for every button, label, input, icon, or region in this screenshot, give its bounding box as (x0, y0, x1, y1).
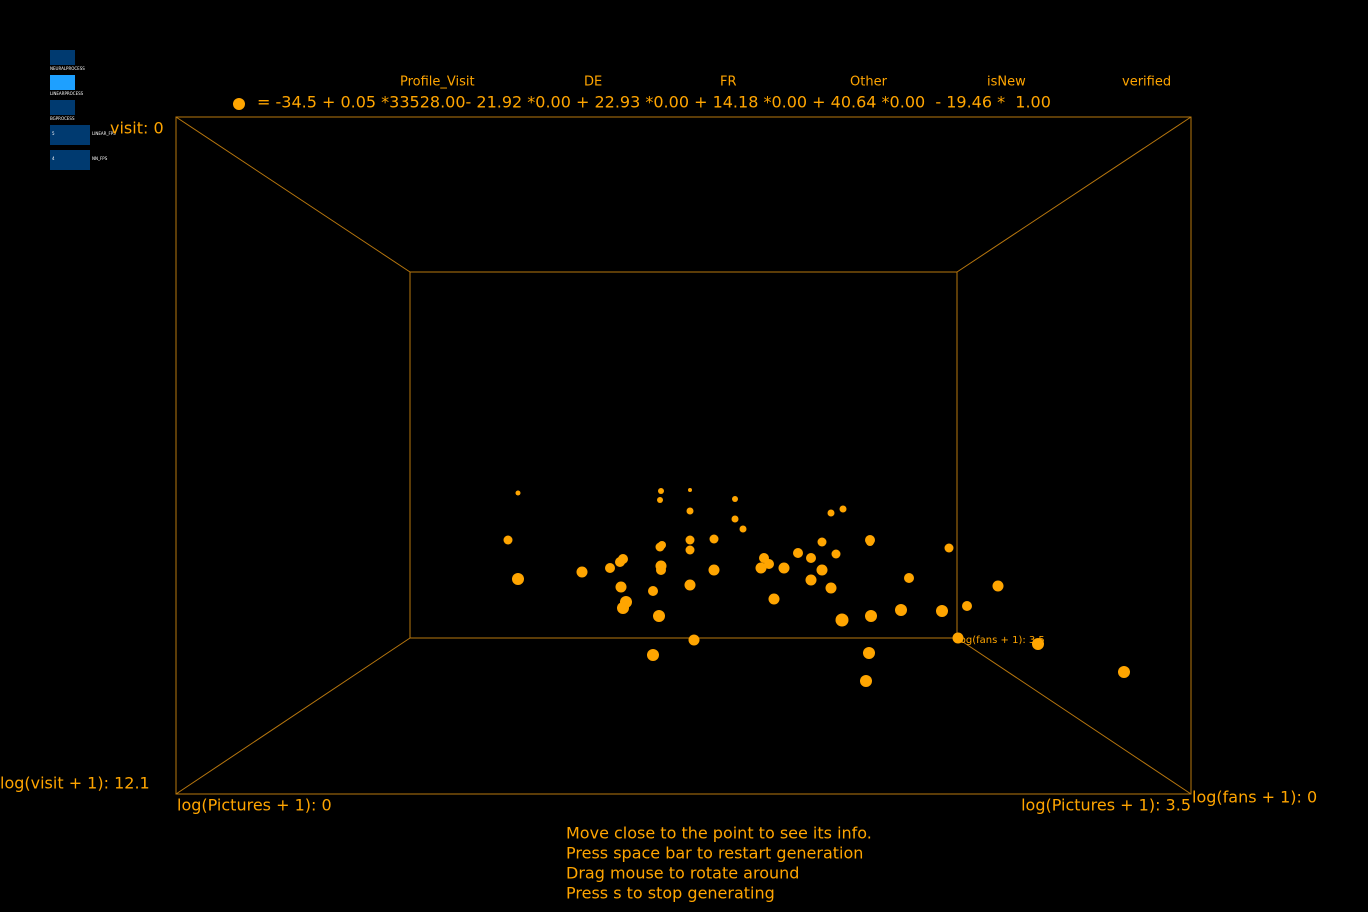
panel-label: LINEAR_FPS (92, 131, 116, 136)
point[interactable] (512, 573, 524, 585)
point[interactable] (688, 488, 692, 492)
point[interactable] (731, 515, 739, 523)
point[interactable] (793, 548, 803, 558)
column-labels: Profile_Visit DE FR Other isNew verified (400, 75, 1171, 90)
point[interactable] (805, 574, 817, 586)
point[interactable] (739, 525, 747, 533)
point[interactable] (576, 566, 588, 578)
point[interactable] (708, 564, 720, 576)
point[interactable] (768, 593, 780, 605)
point[interactable] (685, 535, 695, 545)
point[interactable] (515, 490, 521, 496)
instruction: Drag mouse to rotate around (566, 864, 799, 883)
instruction: Press s to stop generating (566, 884, 775, 903)
box-edge (956, 637, 1192, 795)
point[interactable] (952, 632, 964, 644)
point[interactable] (658, 488, 664, 494)
axis-label: log(visit + 1): 12.1 (0, 774, 150, 793)
point[interactable] (827, 509, 835, 517)
panel-slider[interactable] (50, 150, 90, 170)
box-back (409, 271, 958, 639)
column-label: isNew (987, 75, 1026, 90)
panel-label: LINEARPROCESS (50, 91, 84, 96)
point[interactable] (732, 496, 738, 502)
bounding-box (175, 116, 1192, 795)
panel-value: 5 (52, 131, 55, 136)
box-front (175, 116, 1192, 795)
point[interactable] (806, 553, 816, 563)
point[interactable] (904, 573, 914, 583)
point[interactable] (1118, 666, 1130, 678)
box-edge (175, 116, 411, 273)
point[interactable] (944, 543, 954, 553)
panel-label: BGPROCESS (50, 116, 75, 121)
point[interactable] (686, 507, 694, 515)
point[interactable] (825, 582, 837, 594)
point[interactable] (653, 610, 665, 622)
point[interactable] (778, 562, 790, 574)
point[interactable] (685, 545, 695, 555)
panel-label: NEURALPROCESS (50, 66, 85, 71)
instruction: Move close to the point to see its info. (566, 824, 872, 843)
panel-slider[interactable] (50, 125, 90, 145)
point[interactable] (992, 580, 1004, 592)
points (503, 488, 1130, 687)
column-label: Other (850, 75, 888, 90)
axis-label: log(fans + 1): 0 (1192, 788, 1317, 807)
box-edge (175, 637, 411, 795)
point[interactable] (755, 562, 767, 574)
panel-label: NN_FPS (92, 156, 108, 161)
point[interactable] (816, 564, 828, 576)
point[interactable] (684, 579, 696, 591)
control-panels: NEURALPROCESS LINEARPROCESS BGPROCESS 5 … (50, 50, 116, 170)
column-label: Profile_Visit (400, 75, 475, 90)
point[interactable] (835, 613, 849, 627)
point[interactable] (866, 538, 874, 546)
point[interactable] (1032, 638, 1044, 650)
point[interactable] (615, 581, 627, 593)
point[interactable] (863, 647, 875, 659)
point[interactable] (647, 649, 659, 661)
column-label: verified (1122, 75, 1171, 90)
point[interactable] (895, 604, 907, 616)
axis-label: log(Pictures + 1): 3.5 (1021, 796, 1191, 815)
column-label: DE (584, 75, 602, 90)
axis-label: log(Pictures + 1): 0 (177, 796, 332, 815)
instructions: Move close to the point to see its info.… (566, 824, 872, 903)
point[interactable] (657, 497, 663, 503)
point[interactable] (605, 563, 615, 573)
point[interactable] (656, 565, 666, 575)
point[interactable] (817, 537, 827, 547)
instruction: Press space bar to restart generation (566, 844, 863, 863)
axis-label: visit: 0 (110, 119, 164, 138)
point[interactable] (831, 549, 841, 559)
panel-button[interactable] (50, 100, 75, 115)
point[interactable] (936, 605, 948, 617)
point[interactable] (617, 602, 629, 614)
column-label: FR (720, 75, 737, 90)
panel-button[interactable] (50, 75, 75, 90)
axis-label: log(fans + 1): 3.5 (957, 635, 1045, 646)
equation-marker (233, 98, 245, 110)
panel-button[interactable] (50, 50, 75, 65)
panel-value: 4 (52, 156, 55, 161)
point[interactable] (658, 541, 666, 549)
point[interactable] (709, 534, 719, 544)
point[interactable] (839, 505, 847, 513)
equation: = -34.5 + 0.05 *33528.00- 21.92 *0.00 + … (257, 93, 1051, 112)
point[interactable] (764, 559, 774, 569)
point[interactable] (618, 554, 628, 564)
point[interactable] (865, 610, 877, 622)
point[interactable] (648, 586, 658, 596)
point[interactable] (688, 634, 700, 646)
point[interactable] (962, 601, 972, 611)
point[interactable] (860, 675, 872, 687)
point[interactable] (503, 535, 513, 545)
box-edge (956, 116, 1192, 273)
